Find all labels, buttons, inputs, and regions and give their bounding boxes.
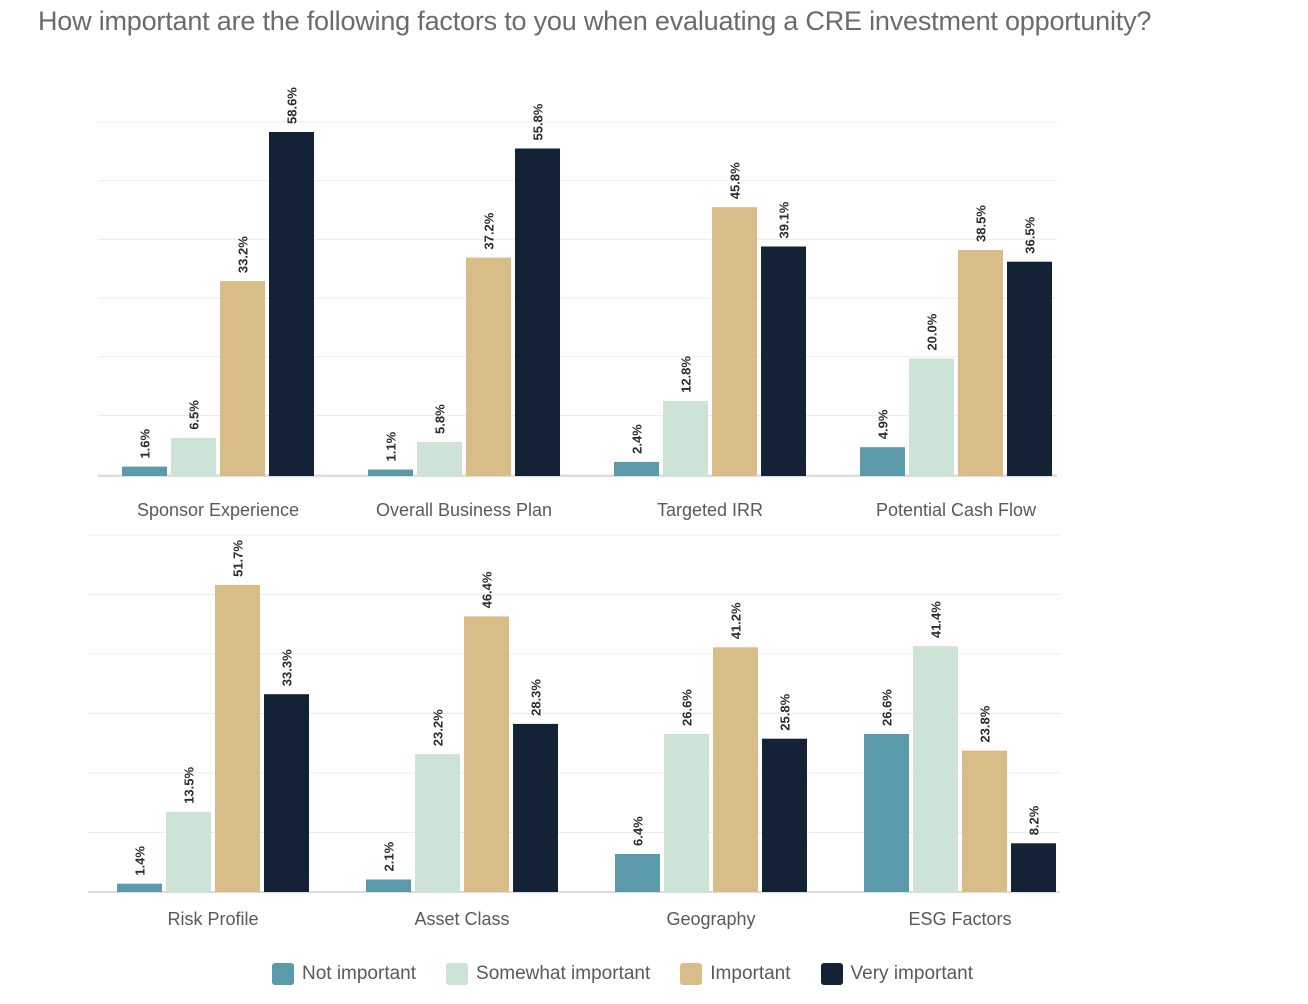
bar	[958, 250, 1003, 476]
data-label: 1.4%	[133, 846, 148, 876]
bar	[712, 207, 757, 476]
bar-chart-panels: 1.6% 6.5% 33.2% 58.6% Sponsor Experience 1.1%…	[88, 87, 1060, 929]
data-label: 39.1%	[777, 201, 792, 238]
bar	[215, 584, 260, 892]
bar	[269, 132, 314, 476]
legend-label: Somewhat important	[476, 963, 651, 984]
data-label: 37.2%	[482, 212, 497, 249]
legend-item-not-important: Not important	[271, 963, 417, 985]
bar	[913, 646, 958, 892]
data-label: 33.3%	[280, 649, 295, 686]
data-label: 45.8%	[728, 162, 743, 199]
data-label: 51.7%	[231, 540, 246, 577]
data-label: 1.1%	[384, 431, 399, 461]
chart-legend: Not important Somewhat important Important…	[0, 958, 1245, 990]
bar	[664, 734, 709, 892]
legend-swatch	[680, 963, 703, 985]
x-tick-label: Asset Class	[414, 909, 509, 929]
bar	[513, 723, 558, 892]
data-label: 13.5%	[182, 766, 197, 803]
data-label: 41.2%	[729, 602, 744, 639]
bar	[761, 246, 806, 476]
legend-swatch	[820, 963, 843, 985]
data-label: 2.4%	[630, 424, 645, 454]
bar	[166, 811, 211, 892]
bar	[415, 754, 460, 892]
legend-swatch	[446, 963, 469, 985]
data-label: 26.6%	[680, 689, 695, 726]
bar	[1011, 843, 1056, 892]
bar	[762, 738, 807, 892]
bar	[220, 281, 265, 476]
x-tick-label: Potential Cash Flow	[876, 500, 1037, 520]
data-label: 26.6%	[880, 689, 895, 726]
x-tick-label: Targeted IRR	[657, 500, 763, 520]
bar	[909, 358, 954, 476]
data-label: 5.8%	[433, 404, 448, 434]
bar	[1007, 261, 1052, 476]
bar	[615, 854, 660, 892]
bar	[117, 883, 162, 892]
legend-item-important: Important	[680, 963, 791, 985]
data-label: 33.2%	[236, 236, 251, 273]
data-label: 20.0%	[925, 313, 940, 350]
data-label: 1.6%	[138, 429, 153, 459]
legend-item-somewhat-important: Somewhat important	[446, 963, 650, 985]
data-label: 38.5%	[974, 205, 989, 242]
bar	[171, 437, 216, 476]
bar	[515, 148, 560, 476]
data-label: 46.4%	[480, 571, 495, 608]
data-label: 23.8%	[978, 705, 993, 742]
data-label: 8.2%	[1027, 805, 1042, 835]
bar	[366, 879, 411, 892]
data-label: 2.1%	[382, 841, 397, 871]
data-label: 55.8%	[531, 103, 546, 140]
chart-title: How important are the following factors …	[38, 6, 1152, 36]
bar	[860, 447, 905, 476]
bar	[713, 647, 758, 892]
x-tick-label: Risk Profile	[167, 909, 258, 929]
bar	[864, 734, 909, 892]
data-label: 25.8%	[778, 693, 793, 730]
bar	[464, 616, 509, 892]
data-label: 6.5%	[187, 400, 202, 430]
data-label: 4.9%	[876, 409, 891, 439]
x-tick-label: Sponsor Experience	[137, 500, 299, 520]
data-label: 58.6%	[285, 87, 300, 124]
bar	[264, 694, 309, 892]
data-label: 12.8%	[679, 356, 694, 393]
data-label: 41.4%	[929, 601, 944, 638]
x-tick-label: Geography	[666, 909, 755, 929]
bar	[466, 257, 511, 476]
legend-label: Important	[710, 963, 791, 984]
bar	[614, 461, 659, 476]
bar	[417, 442, 462, 476]
legend-item-very-important: Very important	[820, 963, 974, 985]
legend-label: Very important	[850, 963, 974, 984]
legend-label: Not important	[301, 963, 417, 984]
x-tick-label: Overall Business Plan	[376, 500, 552, 520]
data-label: 6.4%	[631, 816, 646, 846]
x-tick-label: ESG Factors	[908, 909, 1011, 929]
bar	[962, 750, 1007, 892]
data-label: 36.5%	[1023, 216, 1038, 253]
data-label: 28.3%	[529, 679, 544, 716]
bar	[122, 466, 167, 476]
legend-swatch	[271, 963, 294, 985]
bar	[368, 469, 413, 476]
data-label: 23.2%	[431, 709, 446, 746]
bar	[663, 400, 708, 476]
